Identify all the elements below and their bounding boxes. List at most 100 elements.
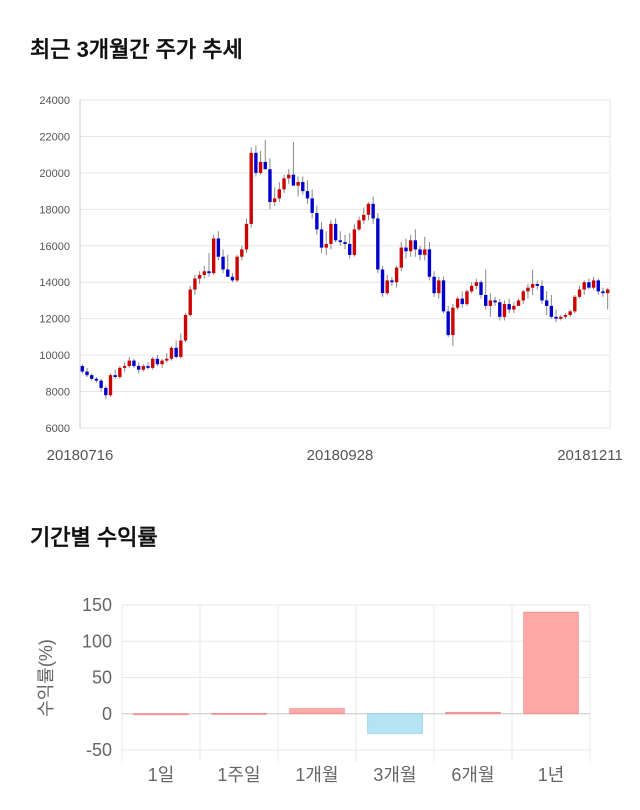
- candle-body: [385, 280, 389, 294]
- candle-body: [174, 347, 178, 357]
- y-tick-label: 20000: [39, 168, 70, 180]
- candle-body: [221, 256, 225, 270]
- x-tick-label: 20180928: [307, 447, 374, 464]
- x-tick-label: 1개월: [295, 765, 338, 785]
- return-bar: [523, 611, 579, 715]
- candle-body: [521, 291, 525, 301]
- candle-body: [258, 161, 263, 173]
- candle-body: [211, 238, 216, 274]
- y-tick-label: 50: [92, 668, 112, 688]
- candle-body: [268, 169, 272, 203]
- candle-body: [333, 223, 338, 241]
- candle-body: [240, 249, 244, 257]
- candle-body: [357, 220, 361, 230]
- y-tick-label: 24000: [39, 95, 70, 107]
- candle-body: [249, 152, 253, 224]
- price-chart-title: 최근 3개월간 주가 추세: [30, 37, 243, 62]
- candle-body: [188, 289, 192, 316]
- x-tick-label: 1주일: [217, 765, 260, 785]
- candle-body: [451, 307, 455, 336]
- y-axis-label: 수익률(%): [36, 639, 56, 717]
- candle-body: [362, 214, 366, 221]
- candle-body: [465, 291, 469, 305]
- candle-body: [376, 218, 380, 270]
- candle-body: [498, 302, 502, 317]
- candle-body: [441, 280, 446, 312]
- candle-body: [352, 229, 357, 255]
- candle-body: [371, 203, 375, 219]
- candle-body: [559, 316, 563, 319]
- candle-body: [563, 315, 568, 317]
- candle-body: [507, 304, 511, 310]
- return-bar: [445, 711, 501, 715]
- candle-body: [404, 247, 408, 252]
- candle-body: [423, 249, 427, 255]
- candle-body: [277, 189, 282, 199]
- candle-body: [301, 182, 305, 192]
- candle-body: [80, 366, 85, 372]
- return-bar: [367, 713, 423, 734]
- price-candlestick-chart: 24000 22000 20000 18000 16000 14000 12000 10000…: [39, 95, 623, 464]
- y-tick-label: -50: [86, 740, 112, 760]
- candle-body: [254, 152, 258, 173]
- candle-body: [315, 212, 319, 230]
- y-tick-label: 10000: [39, 350, 70, 362]
- candle-body: [348, 243, 352, 255]
- candle-body: [587, 282, 591, 288]
- candle-body: [535, 284, 539, 286]
- candle-body: [165, 358, 169, 361]
- candle-body: [605, 289, 610, 294]
- y-tick-label: 150: [82, 595, 112, 615]
- candle-body: [141, 366, 146, 370]
- candle-body: [244, 223, 249, 250]
- candle-body: [263, 161, 267, 170]
- candle-body: [319, 229, 324, 248]
- candle-body: [338, 240, 342, 243]
- candle-body: [455, 298, 460, 308]
- candle-body: [296, 182, 300, 186]
- candle-body: [230, 276, 235, 281]
- candle-body: [104, 387, 108, 396]
- candle-body: [305, 191, 310, 199]
- candle-body: [577, 289, 582, 297]
- candle-body: [512, 305, 516, 310]
- candle-body: [399, 247, 403, 268]
- y-tick-label: 16000: [39, 241, 70, 253]
- candle-body: [132, 360, 136, 367]
- x-tick-label: 3개월: [373, 765, 416, 785]
- x-tick-label: 1일: [148, 765, 175, 785]
- candle-body: [390, 280, 394, 283]
- candle-body: [235, 256, 239, 281]
- candle-body: [488, 300, 493, 306]
- candle-body: [160, 360, 164, 365]
- candle-body: [596, 280, 600, 292]
- y-tick-label: 8000: [46, 387, 70, 399]
- return-bar: [133, 713, 189, 716]
- x-tick-label: 20180716: [47, 447, 114, 464]
- candle-body: [479, 282, 483, 295]
- candle-body: [493, 300, 497, 303]
- candle-body: [291, 174, 296, 186]
- candle-body: [122, 366, 127, 368]
- candle-body: [216, 238, 221, 257]
- candle-body: [568, 311, 572, 316]
- candle-body: [324, 243, 328, 248]
- candle-body: [502, 304, 507, 317]
- x-tick-label: 20181211: [557, 447, 623, 464]
- candle-body: [179, 340, 183, 357]
- candle-body: [272, 198, 277, 203]
- candle-body: [183, 315, 188, 341]
- candle-body: [380, 269, 385, 294]
- candle-body: [197, 274, 202, 279]
- candle-body: [530, 284, 535, 288]
- candle-body: [582, 282, 586, 290]
- candle-body: [287, 174, 291, 179]
- candle-body: [113, 375, 117, 377]
- return-bar: [289, 708, 345, 715]
- candle-body: [413, 240, 418, 250]
- candle-body: [549, 305, 554, 317]
- candle-body: [526, 287, 530, 292]
- candle-body: [460, 298, 464, 305]
- y-tick-label: 14000: [39, 277, 70, 289]
